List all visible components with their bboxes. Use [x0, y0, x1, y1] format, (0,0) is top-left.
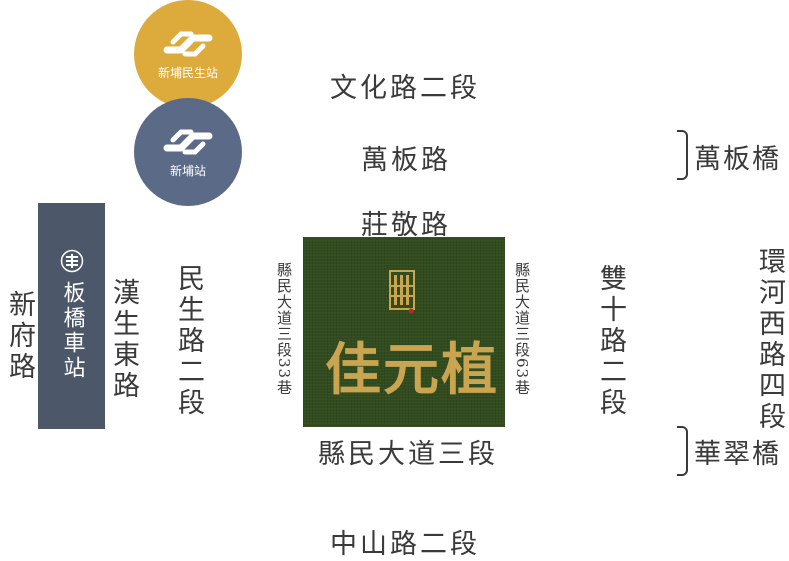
bridge-bracket — [677, 426, 688, 476]
road-shuangshi-2: 雙十路二段 — [595, 264, 626, 419]
bridge-bracket — [677, 130, 688, 180]
road-zhongshan-2: 中山路二段 — [330, 529, 480, 560]
station-banqiao: 板橋車站 — [38, 203, 105, 429]
road-lane-63: 縣民大道三段63巷 — [513, 262, 531, 396]
road-minsheng-2: 民生路二段 — [173, 264, 204, 419]
station-xinpu-minsheng: 新埔民生站 — [134, 0, 242, 108]
station-label: 新埔民生站 — [157, 65, 218, 80]
site-block: 佳元植 — [303, 237, 505, 427]
road-hansheng-east: 漢生東路 — [108, 278, 139, 402]
road-xianmin-3: 縣民大道三段 — [318, 439, 498, 470]
station-xinpu: 新埔站 — [134, 98, 242, 206]
road-xinfu: 新府路 — [4, 290, 35, 383]
metro-logo-icon — [163, 129, 213, 154]
road-lane-33: 縣民大道三段33巷 — [275, 262, 293, 396]
road-wanban: 萬板路 — [361, 145, 451, 176]
bridge-wanban: 萬板橋 — [694, 144, 781, 175]
site-name: 佳元植 — [325, 337, 499, 403]
road-huanhe-west-4: 環河西路四段 — [754, 247, 785, 433]
metro-logo-icon — [163, 31, 213, 56]
station-label: 板橋車站 — [59, 281, 85, 381]
road-zhuangjing: 莊敬路 — [361, 210, 451, 241]
station-label: 新埔站 — [169, 163, 206, 178]
road-wenhua-2: 文化路二段 — [330, 73, 480, 104]
railway-logo-icon — [60, 249, 83, 273]
bridge-huacui: 華翠橋 — [694, 439, 781, 470]
brand-logo-icon — [389, 270, 415, 314]
